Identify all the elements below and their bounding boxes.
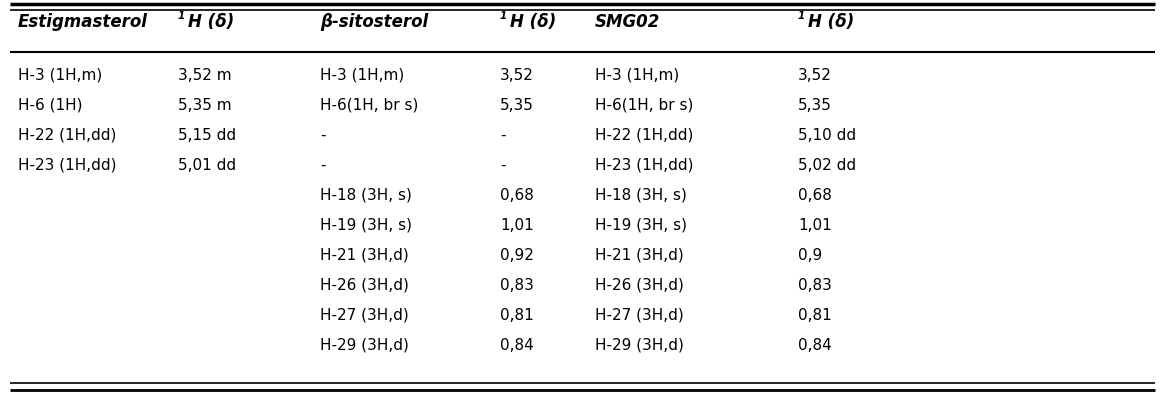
Text: H-22 (1H,dd): H-22 (1H,dd) <box>595 128 693 143</box>
Text: H-21 (3H,d): H-21 (3H,d) <box>595 248 684 263</box>
Text: 0,84: 0,84 <box>798 337 832 352</box>
Text: H-6(1H, br s): H-6(1H, br s) <box>320 97 418 112</box>
Text: H-3 (1H,m): H-3 (1H,m) <box>17 67 103 82</box>
Text: β-sitosterol: β-sitosterol <box>320 13 429 31</box>
Text: H-27 (3H,d): H-27 (3H,d) <box>320 308 409 322</box>
Text: 0,83: 0,83 <box>500 278 534 293</box>
Text: 0,68: 0,68 <box>500 187 534 202</box>
Text: H-3 (1H,m): H-3 (1H,m) <box>320 67 404 82</box>
Text: H-22 (1H,dd): H-22 (1H,dd) <box>17 128 116 143</box>
Text: H-23 (1H,dd): H-23 (1H,dd) <box>17 158 116 173</box>
Text: 0,68: 0,68 <box>798 187 832 202</box>
Text: H-6(1H, br s): H-6(1H, br s) <box>595 97 693 112</box>
Text: 1,01: 1,01 <box>798 217 832 232</box>
Text: 0,92: 0,92 <box>500 248 534 263</box>
Text: H-26 (3H,d): H-26 (3H,d) <box>320 278 409 293</box>
Text: 0,84: 0,84 <box>500 337 534 352</box>
Text: H-19 (3H, s): H-19 (3H, s) <box>320 217 412 232</box>
Text: -: - <box>500 158 506 173</box>
Text: -: - <box>500 128 506 143</box>
Text: 1,01: 1,01 <box>500 217 534 232</box>
Text: -: - <box>320 128 325 143</box>
Text: 5,10 dd: 5,10 dd <box>798 128 856 143</box>
Text: H (δ): H (δ) <box>809 13 854 31</box>
Text: 1: 1 <box>798 11 805 21</box>
Text: 5,01 dd: 5,01 dd <box>178 158 236 173</box>
Text: 1: 1 <box>500 11 507 21</box>
Text: H-26 (3H,d): H-26 (3H,d) <box>595 278 684 293</box>
Text: H-6 (1H): H-6 (1H) <box>17 97 83 112</box>
Text: H-29 (3H,d): H-29 (3H,d) <box>320 337 409 352</box>
Text: 0,81: 0,81 <box>798 308 832 322</box>
Text: 5,35: 5,35 <box>500 97 534 112</box>
Text: 3,52: 3,52 <box>500 67 534 82</box>
Text: 5,35 m: 5,35 m <box>178 97 232 112</box>
Text: H-18 (3H, s): H-18 (3H, s) <box>320 187 412 202</box>
Text: H (δ): H (δ) <box>510 13 556 31</box>
Text: 3,52 m: 3,52 m <box>178 67 232 82</box>
Text: 0,9: 0,9 <box>798 248 822 263</box>
Text: Estigmasterol: Estigmasterol <box>17 13 148 31</box>
Text: 1: 1 <box>178 11 185 21</box>
Text: 5,35: 5,35 <box>798 97 832 112</box>
Text: 5,15 dd: 5,15 dd <box>178 128 236 143</box>
Text: H-23 (1H,dd): H-23 (1H,dd) <box>595 158 693 173</box>
Text: H-21 (3H,d): H-21 (3H,d) <box>320 248 409 263</box>
Text: H-29 (3H,d): H-29 (3H,d) <box>595 337 684 352</box>
Text: H (δ): H (δ) <box>188 13 234 31</box>
Text: 5,02 dd: 5,02 dd <box>798 158 856 173</box>
Text: 0,81: 0,81 <box>500 308 534 322</box>
Text: H-19 (3H, s): H-19 (3H, s) <box>595 217 687 232</box>
Text: H-27 (3H,d): H-27 (3H,d) <box>595 308 684 322</box>
Text: SMG02: SMG02 <box>595 13 661 31</box>
Text: 3,52: 3,52 <box>798 67 832 82</box>
Text: 0,83: 0,83 <box>798 278 832 293</box>
Text: -: - <box>320 158 325 173</box>
Text: H-3 (1H,m): H-3 (1H,m) <box>595 67 679 82</box>
Text: H-18 (3H, s): H-18 (3H, s) <box>595 187 687 202</box>
